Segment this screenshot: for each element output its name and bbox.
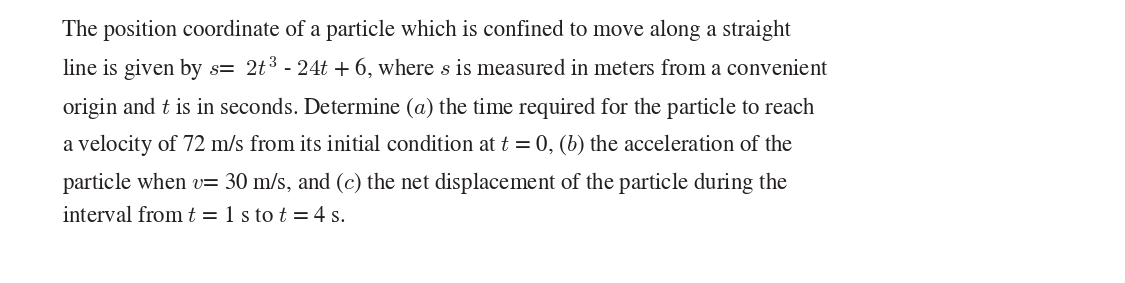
Text: The position coordinate of a particle which is confined to move along a straight: The position coordinate of a particle wh… — [62, 20, 829, 227]
